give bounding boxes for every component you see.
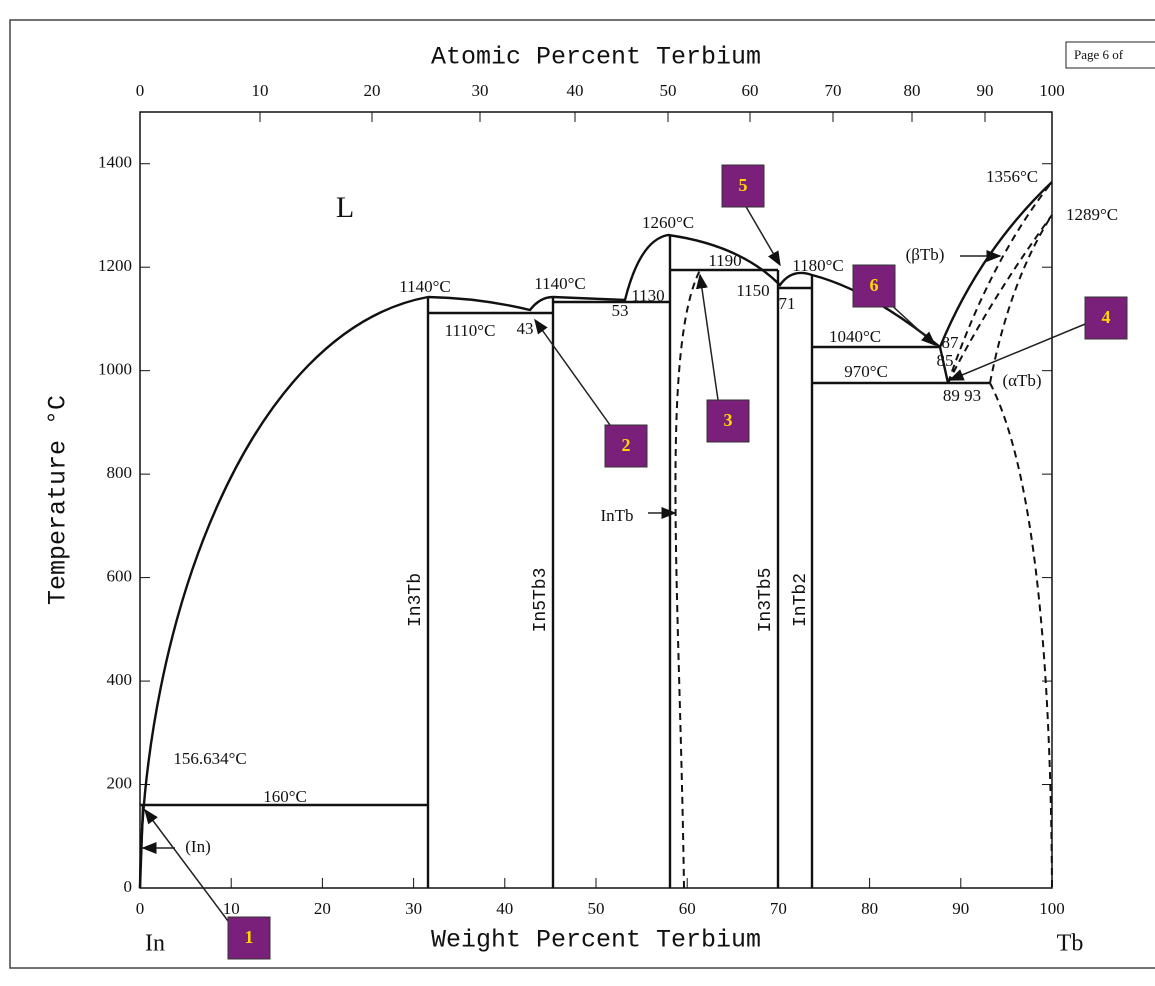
marker-box [852,264,896,308]
arrow [695,273,719,401]
x-tick-label: 100 [1039,899,1065,918]
marker-box [706,399,750,443]
y-tick-label: 400 [107,670,133,689]
bottom-axis-title: Weight Percent Terbium [431,926,761,955]
marker-box [604,424,648,468]
right-end-label: Tb [1057,931,1084,957]
y-tick-label: 1200 [98,256,132,275]
top-tick-label: 10 [252,81,269,100]
top-tick-label: 20 [364,81,381,100]
arrow [744,204,781,267]
compound-lines [426,235,814,888]
diagram-label: InTb2 [791,573,811,627]
marker-label: 4 [1102,307,1111,327]
x-tick-label: 30 [405,899,422,918]
diagram-label: 87 [942,333,960,352]
x-tick-label: 90 [952,899,969,918]
diagram-label: 89 93 [943,386,981,405]
marker-label: 1 [245,927,254,947]
marker-label: 2 [622,435,631,455]
top-tick-label: 60 [742,81,759,100]
left-axis-title: Temperature °C [44,395,73,605]
diagram-label: 1289°C [1066,205,1118,224]
diagram-label: 1110°C [445,321,496,340]
isotherms [140,268,990,807]
diagram-label: L [336,191,354,224]
top-tick-label: 90 [977,81,994,100]
diagram-label: 71 [779,294,796,313]
diagram-label: (βTb) [906,245,945,264]
top-tick-label: 100 [1039,81,1065,100]
y-tick-label: 0 [124,877,133,896]
diagram-label: 43 [517,319,534,338]
diagram-label: 1040°C [829,327,881,346]
x-tick-label: 40 [496,899,513,918]
solvus [674,269,701,889]
diagram-label: 1130 [631,286,664,305]
marker-label: 5 [739,175,748,195]
x-tick-label: 80 [861,899,878,918]
marker-box [1084,296,1128,340]
diagram-label: 156.634°C [173,749,246,768]
diagram-label: 1356°C [986,167,1038,186]
x-tick-label: 0 [136,899,145,918]
y-tick-label: 1400 [98,153,132,172]
diagram-label: In3Tb [406,573,426,627]
x-tick-label: 10 [223,899,240,918]
frame [9,19,1155,969]
page-label: Page 6 of [1074,47,1124,62]
diagram-label: 1140°C [399,277,451,296]
y-tick-label: 200 [107,773,133,792]
diagram-label: 970°C [844,362,888,381]
diagram-label: 1180°C [792,256,844,275]
marker-box [227,916,271,960]
diagram-label: 1190 [708,251,741,270]
arrow [948,321,1091,381]
top-axis-title: Atomic Percent Terbium [431,43,761,72]
plot-frame [139,111,1053,889]
diagram-label: (In) [185,837,210,856]
liquidus [138,295,429,889]
x-tick-label: 60 [679,899,696,918]
diagram-label: 53 [612,301,629,320]
phase-boundaries [138,181,1091,938]
top-tick-label: 30 [472,81,489,100]
top-tick-label: 70 [825,81,842,100]
diagram-label: In5Tb3 [531,568,551,633]
x-tick-label: 70 [770,899,787,918]
marker-box [721,164,765,208]
diagram-label: InTb [600,506,633,525]
y-tick-label: 800 [107,463,133,482]
marker-label: 3 [724,410,733,430]
x-tick-label: 20 [314,899,331,918]
diagram-label: In3Tb5 [756,568,776,633]
diagram-label: 85 [937,351,954,370]
top-tick-label: 40 [567,81,584,100]
diagram-label: 1260°C [642,213,694,232]
top-tick-label: 0 [136,81,145,100]
diagram-label: 1150 [736,281,769,300]
top-tick-label: 80 [904,81,921,100]
solvus [947,181,1053,889]
x-tick-label: 50 [588,899,605,918]
diagram-label: 160°C [263,787,307,806]
page-box [1065,41,1155,69]
top-tick-label: 50 [660,81,677,100]
marker-label: 6 [870,275,879,295]
diagram-label: (αTb) [1002,371,1041,390]
y-tick-label: 1000 [98,360,132,379]
liquidus [427,181,1053,349]
left-end-label: In [145,931,165,957]
boundary [938,346,950,384]
arrow [144,808,241,938]
arrow [534,318,611,426]
y-tick-label: 600 [107,567,133,586]
diagram-label: 1140°C [534,274,586,293]
